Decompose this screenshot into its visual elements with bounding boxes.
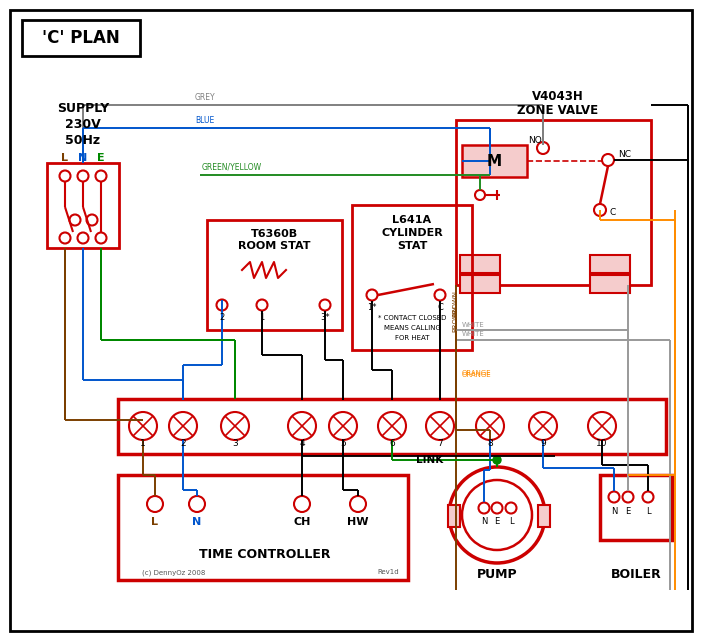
Text: GREEN/YELLOW: GREEN/YELLOW [202, 163, 262, 172]
Text: SUPPLY: SUPPLY [57, 101, 109, 115]
Text: L: L [152, 517, 159, 527]
Text: M: M [486, 153, 501, 169]
Text: 5: 5 [340, 440, 346, 449]
Text: BROWN: BROWN [452, 305, 458, 332]
Text: N: N [611, 508, 617, 517]
Text: 1*: 1* [367, 303, 377, 312]
Text: 1: 1 [140, 440, 146, 449]
Text: BROWN: BROWN [452, 290, 458, 317]
Text: L: L [509, 517, 513, 526]
Text: 4: 4 [299, 440, 305, 449]
Text: T6360B: T6360B [251, 229, 298, 239]
Text: 3*: 3* [320, 313, 330, 322]
FancyBboxPatch shape [460, 255, 500, 273]
Text: WHITE: WHITE [462, 322, 485, 328]
Text: NC: NC [618, 150, 631, 159]
FancyBboxPatch shape [448, 505, 460, 527]
Text: L: L [62, 153, 69, 163]
Text: ORANGE: ORANGE [462, 372, 491, 378]
Text: 1: 1 [259, 313, 265, 322]
FancyBboxPatch shape [462, 145, 527, 177]
Text: 8: 8 [487, 440, 493, 449]
Text: LINK: LINK [416, 455, 444, 465]
Text: N: N [192, 517, 201, 527]
Text: BLUE: BLUE [195, 116, 214, 125]
Text: 3: 3 [232, 440, 238, 449]
Text: E: E [625, 508, 630, 517]
FancyBboxPatch shape [460, 275, 500, 293]
Text: N: N [481, 517, 487, 526]
Text: ZONE VALVE: ZONE VALVE [517, 103, 599, 117]
Text: L: L [646, 508, 650, 517]
Text: PUMP: PUMP [477, 567, 517, 581]
Text: 9: 9 [540, 440, 546, 449]
Text: Rev1d: Rev1d [377, 569, 399, 575]
Text: E: E [494, 517, 500, 526]
Text: BOILER: BOILER [611, 567, 661, 581]
Text: 50Hz: 50Hz [65, 133, 100, 147]
Text: ROOM STAT: ROOM STAT [238, 241, 310, 251]
Text: 7: 7 [437, 440, 443, 449]
Text: TIME CONTROLLER: TIME CONTROLLER [199, 549, 331, 562]
Text: 2: 2 [219, 313, 225, 322]
FancyBboxPatch shape [590, 255, 630, 273]
Text: GREY: GREY [195, 93, 216, 102]
Text: CYLINDER: CYLINDER [381, 228, 443, 238]
Text: CH: CH [293, 517, 311, 527]
Text: N: N [79, 153, 88, 163]
Text: FOR HEAT: FOR HEAT [395, 335, 429, 341]
Text: 230V: 230V [65, 117, 101, 131]
Text: 10: 10 [596, 440, 608, 449]
FancyBboxPatch shape [538, 505, 550, 527]
Text: C: C [610, 208, 616, 217]
Text: MEANS CALLING: MEANS CALLING [383, 325, 440, 331]
Text: HW: HW [347, 517, 369, 527]
Text: 'C' PLAN: 'C' PLAN [42, 29, 120, 47]
Text: ORANGE: ORANGE [462, 370, 491, 376]
Circle shape [493, 456, 501, 464]
Text: (c) DennyOz 2008: (c) DennyOz 2008 [142, 569, 206, 576]
Text: L641A: L641A [392, 215, 432, 225]
Text: V4043H: V4043H [532, 90, 584, 103]
Text: 2: 2 [180, 440, 186, 449]
Text: WHITE: WHITE [462, 331, 485, 337]
Text: C: C [437, 303, 443, 312]
Text: NO: NO [528, 136, 542, 145]
Text: E: E [97, 153, 105, 163]
Text: 6: 6 [389, 440, 395, 449]
FancyBboxPatch shape [590, 275, 630, 293]
Text: STAT: STAT [397, 241, 428, 251]
Text: * CONTACT CLOSED: * CONTACT CLOSED [378, 315, 446, 321]
